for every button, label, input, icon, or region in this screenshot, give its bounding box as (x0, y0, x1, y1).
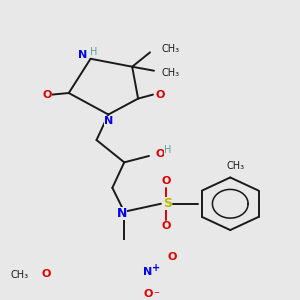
Text: H: H (164, 145, 172, 154)
Text: CH₃: CH₃ (10, 271, 28, 281)
Text: CH₃: CH₃ (226, 160, 244, 170)
Text: O: O (42, 90, 52, 100)
Text: O: O (143, 289, 153, 299)
Text: N: N (104, 116, 113, 126)
Text: CH₃: CH₃ (162, 68, 180, 78)
Text: H: H (90, 47, 97, 57)
Text: N: N (78, 50, 87, 60)
Text: O: O (155, 149, 165, 159)
Text: +: + (152, 263, 160, 273)
Text: O: O (167, 252, 176, 262)
Text: N: N (117, 207, 128, 220)
Text: S: S (163, 197, 172, 210)
Text: CH₃: CH₃ (162, 44, 180, 54)
Text: O: O (41, 269, 51, 279)
Text: O: O (155, 90, 165, 100)
Text: ⁻: ⁻ (153, 290, 159, 300)
Text: N: N (143, 267, 153, 277)
Text: O: O (161, 221, 170, 231)
Text: O: O (161, 176, 170, 187)
